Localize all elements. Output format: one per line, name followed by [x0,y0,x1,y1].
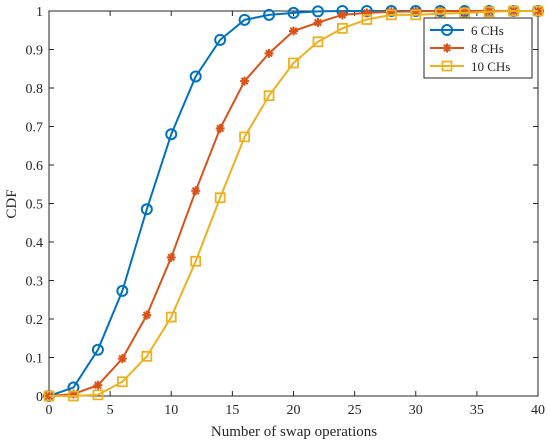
data-point [240,76,250,86]
data-point [215,123,225,133]
y-tick-label: 0 [36,390,43,405]
x-axis-label: Number of swap operations [211,424,377,440]
data-point [288,57,299,69]
x-tick-label: 30 [409,403,423,418]
y-tick-label: 0.8 [26,82,44,97]
data-point [238,13,251,26]
legend-marker [442,43,452,53]
data-point [214,33,227,46]
data-point [92,389,104,401]
x-tick-label: 20 [287,403,301,418]
y-tick-label: 0.7 [26,121,44,136]
data-point [68,390,79,402]
y-tick-label: 1 [36,5,43,20]
series-line-2 [49,10,538,397]
series-1 [44,6,543,401]
legend-label: 8 CHs [471,41,504,56]
data-point [460,6,470,16]
legend-marker [441,24,453,36]
legend-label: 10 CHs [471,59,510,74]
series-2 [43,5,544,402]
y-tick-label: 0.5 [26,198,44,213]
data-point [263,90,275,102]
data-point [166,252,176,262]
data-point [532,5,544,17]
data-point [337,10,347,20]
data-point [117,354,127,364]
data-point [385,9,397,21]
data-point [313,18,323,28]
y-tick-label: 0.9 [26,44,44,59]
data-point [43,390,55,402]
data-point [287,6,300,19]
data-point [189,70,202,83]
data-point [264,48,274,58]
y-tick-label: 0.4 [26,236,44,251]
plot-layer: 0 5 10 15 20 25 30 35 40 0 0.1 0.2 0.3 0.4 0.5 0.6 0.7 0.… [26,5,545,418]
data-point [361,14,373,25]
y-tick-label: 0.6 [26,159,44,174]
data-point [362,8,372,18]
data-point [142,310,152,320]
data-point [91,343,104,356]
data-point [435,6,445,16]
x-tick-label: 25 [348,403,362,418]
y-tick-label: 0.3 [26,275,44,290]
legend-marker [441,60,453,72]
data-point [141,350,153,362]
data-point [68,389,78,399]
data-point [191,186,201,196]
data-point [93,380,103,390]
data-point [410,9,422,21]
x-tick-label: 35 [470,403,484,418]
data-point [508,5,519,17]
data-point [386,7,396,17]
legend: 6 CHs 8 CHs 10 CHs [423,17,533,79]
data-point [311,5,324,18]
data-point [190,255,202,267]
data-point [411,6,421,16]
data-point [165,311,177,323]
data-point [214,192,226,204]
x-tick-label: 0 [46,403,53,418]
data-point [239,131,251,143]
data-point [336,22,348,34]
x-tick-label: 10 [164,403,178,418]
y-tick-label: 0.1 [26,352,44,367]
y-tick-label: 0.2 [26,313,44,328]
data-point [312,36,324,48]
data-point [483,6,495,18]
data-point [263,8,276,21]
data-point [289,26,298,36]
data-point [459,7,471,19]
legend-label: 6 CHs [471,23,504,38]
data-point [116,284,129,297]
data-point [116,376,128,388]
x-tick-label: 5 [107,403,114,418]
data-point [165,128,178,141]
x-tick-label: 15 [225,403,239,418]
x-tick-label: 40 [531,403,545,418]
data-point [140,203,153,216]
y-axis-label: CDF [4,189,20,218]
